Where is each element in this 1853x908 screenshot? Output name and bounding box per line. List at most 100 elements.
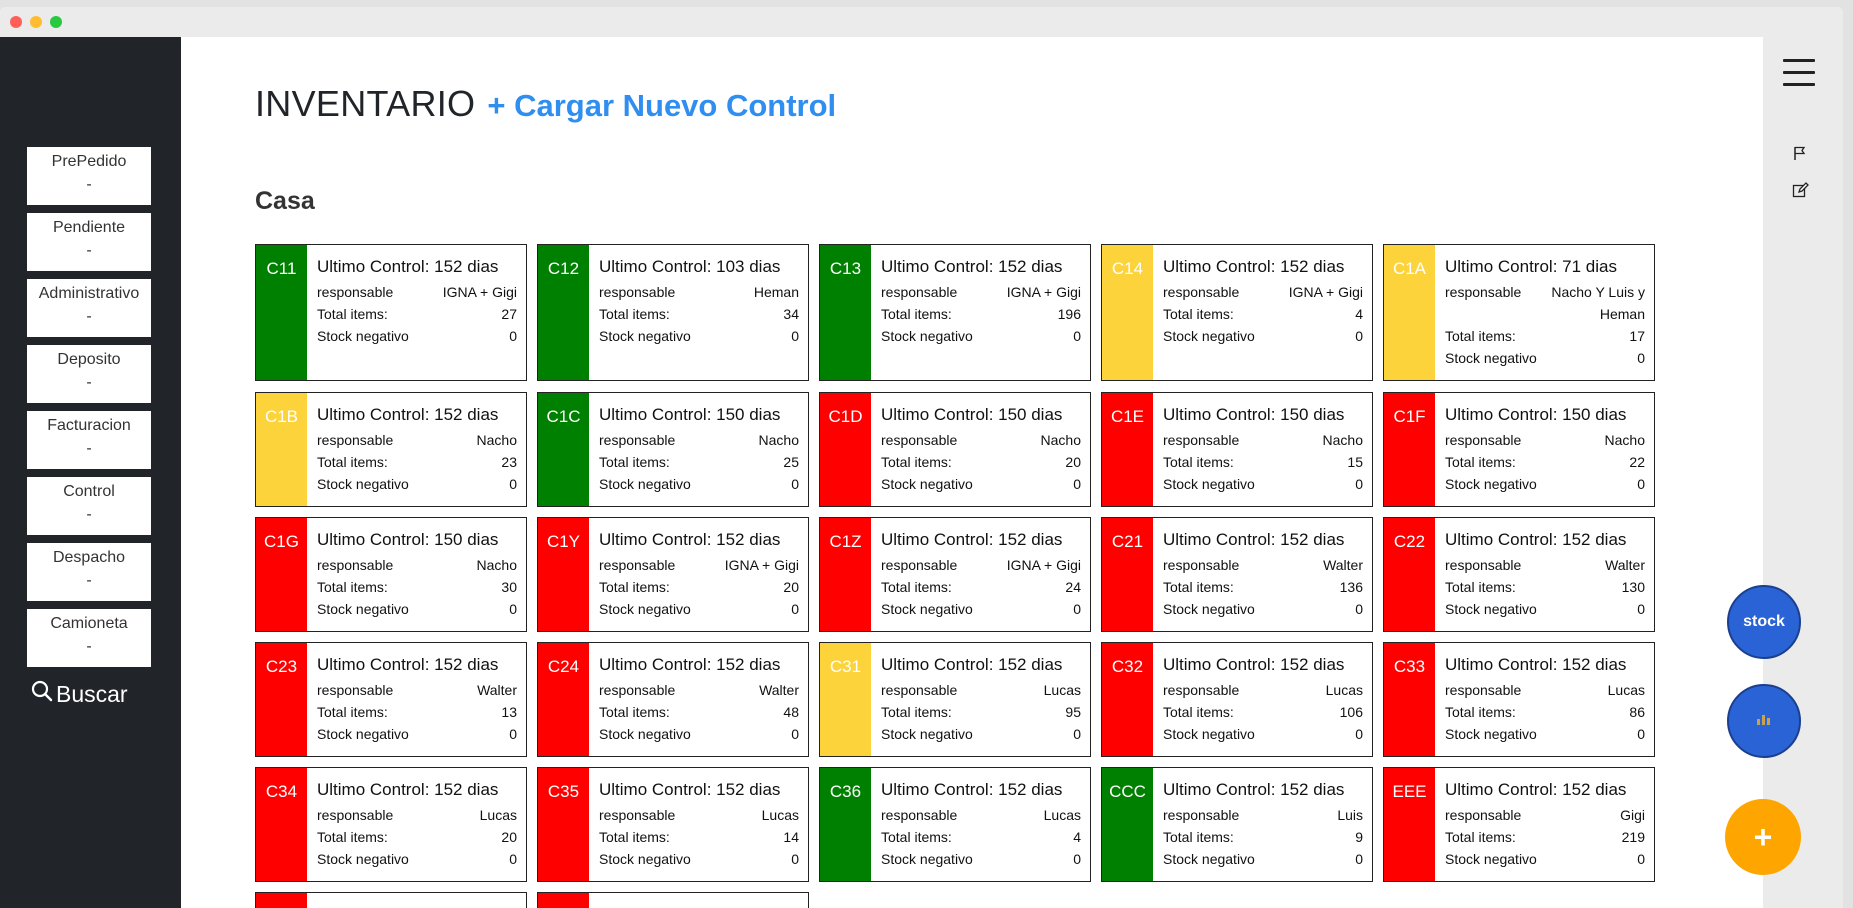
inventory-card[interactable]: C1D Ultimo Control: 150 dias responsable Na… [819,392,1091,507]
sidebar-item-label: Pendiente [52,219,126,236]
inventory-card[interactable]: C33 Ultimo Control: 152 dias responsable Lu… [1383,642,1655,757]
responsable-label: responsable [599,807,676,823]
card-total-row: Total items: 27 [317,303,517,325]
sidebar-item-camioneta[interactable]: Camioneta - [27,609,151,667]
stock-negativo-value: 0 [509,601,517,617]
inventory-card[interactable]: C24 Ultimo Control: 152 dias responsable Wa… [537,642,809,757]
sidebar-item-pendiente[interactable]: Pendiente - [27,213,151,271]
inventory-card[interactable]: GGG Ultimo Control: 152 dias [255,892,527,908]
inventory-card[interactable]: C1B Ultimo Control: 152 dias responsable Na… [255,392,527,507]
stock-button[interactable]: stock [1727,585,1801,659]
maximize-window-button[interactable] [50,16,62,28]
inventory-card[interactable]: C1C Ultimo Control: 150 dias responsable Na… [537,392,809,507]
total-items-value: 130 [1621,579,1645,595]
card-total-row: Total items: 9 [1163,826,1363,848]
card-info: Ultimo Control: 152 dias responsable IGNA … [871,245,1090,380]
card-total-row: Total items: 20 [317,826,517,848]
card-responsable-row: responsable IGNA + Gigi [1163,281,1363,303]
sidebar-item-administrativo[interactable]: Administrativo - [27,279,151,337]
responsable-label: responsable [1163,682,1240,698]
responsable-value: Lucas [1043,682,1081,698]
card-last-control: Ultimo Control: 150 dias [881,405,1063,424]
add-button[interactable]: + [1725,799,1801,875]
inventory-card[interactable]: EEE Ultimo Control: 152 dias responsable Gi… [1383,767,1655,882]
sidebar-item-prepedido[interactable]: PrePedido - [27,147,151,205]
chart-button[interactable] [1727,684,1801,758]
flag-icon[interactable] [1792,145,1808,166]
card-last-control: Ultimo Control: 103 dias [599,257,781,276]
responsable-value: IGNA + Gigi [1006,557,1081,573]
card-info: Ultimo Control: 71 dias responsable Nacho … [1435,245,1654,380]
hamburger-icon[interactable] [1783,59,1815,95]
card-info: Ultimo Control: 152 dias responsable IGNA … [307,245,526,380]
inventory-card[interactable]: C1E Ultimo Control: 150 dias responsable Na… [1101,392,1373,507]
card-negative-row: Stock negativo 0 [1163,848,1363,870]
card-responsable-row: responsable IGNA + Gigi [317,281,517,303]
total-items-value: 13 [501,704,517,720]
responsable-label: responsable [1163,807,1240,823]
total-items-value: 23 [501,454,517,470]
responsable-value: Lucas [1325,682,1363,698]
inventory-card[interactable]: C14 Ultimo Control: 152 dias responsable IG… [1101,244,1373,381]
stock-negativo-label: Stock negativo [1445,851,1537,867]
stock-negativo-value: 0 [1637,726,1645,742]
inventory-card[interactable]: C1Z Ultimo Control: 152 dias responsable IG… [819,517,1091,632]
inventory-card[interactable]: C32 Ultimo Control: 152 dias responsable Lu… [1101,642,1373,757]
inventory-card[interactable]: C23 Ultimo Control: 152 dias responsable Wa… [255,642,527,757]
inventory-card[interactable]: C31 Ultimo Control: 152 dias responsable Lu… [819,642,1091,757]
inventory-card[interactable]: C21 Ultimo Control: 152 dias responsable Wa… [1101,517,1373,632]
edit-icon[interactable] [1792,182,1809,204]
card-code-badge: C23 [256,643,307,756]
card-responsable-row: responsable Nacho [599,429,799,451]
card-total-row: Total items: 14 [599,826,799,848]
card-code-badge: C34 [256,768,307,881]
minimize-window-button[interactable] [30,16,42,28]
page-title: INVENTARIO [255,83,476,124]
inventory-card[interactable]: C34 Ultimo Control: 152 dias responsable Lu… [255,767,527,882]
card-total-row: Total items: 196 [881,303,1081,325]
total-items-value: 27 [501,306,517,322]
sidebar-item-despacho[interactable]: Despacho - [27,543,151,601]
card-responsable-row: responsable Lucas [599,804,799,826]
stock-negativo-value: 0 [1355,601,1363,617]
stock-negativo-value: 0 [509,726,517,742]
stock-negativo-value: 0 [509,328,517,344]
new-control-link[interactable]: + Cargar Nuevo Control [487,88,837,123]
inventory-card[interactable]: C1A Ultimo Control: 71 dias responsable Nac… [1383,244,1655,381]
stock-negativo-value: 0 [791,851,799,867]
inventory-card[interactable]: C35 Ultimo Control: 152 dias responsable Lu… [537,767,809,882]
inventory-card[interactable]: C36 Ultimo Control: 152 dias responsable Lu… [819,767,1091,882]
sidebar-item-facturacion[interactable]: Facturacion - [27,411,151,469]
inventory-card[interactable]: C13 Ultimo Control: 152 dias responsable IG… [819,244,1091,381]
card-last-control: Ultimo Control: 152 dias [599,780,781,799]
inventory-card[interactable]: C11 Ultimo Control: 152 dias responsable IG… [255,244,527,381]
card-info: Ultimo Control: 150 dias responsable Nacho… [871,393,1090,506]
responsable-value: Nacho [476,432,517,448]
close-window-button[interactable] [10,16,22,28]
total-items-value: 20 [1065,454,1081,470]
card-info: Ultimo Control: 150 dias responsable Nacho… [589,393,808,506]
sidebar-item-value: - [86,242,92,259]
card-info: Ultimo Control: 152 dias responsable Gigi T… [1435,768,1654,881]
sidebar-item-label: Despacho [52,549,126,566]
inventory-card[interactable]: C1G Ultimo Control: 150 dias responsable Na… [255,517,527,632]
card-total-row: Total items: 4 [1163,303,1363,325]
sidebar-item-control[interactable]: Control - [27,477,151,535]
inventory-card[interactable]: C1F Ultimo Control: 150 dias responsable Na… [1383,392,1655,507]
responsable-value: Nacho [476,557,517,573]
total-items-label: Total items: [599,306,670,322]
inventory-card[interactable]: C22 Ultimo Control: 152 dias responsable Wa… [1383,517,1655,632]
inventory-card[interactable]: C1Y Ultimo Control: 152 dias responsable IG… [537,517,809,632]
stock-negativo-label: Stock negativo [317,726,409,742]
inventory-card[interactable]: CCC Ultimo Control: 152 dias responsable Lu… [1101,767,1373,882]
total-items-label: Total items: [881,704,952,720]
search-button[interactable]: Buscar [30,679,128,709]
card-negative-row: Stock negativo 0 [881,473,1081,495]
card-last-control: Ultimo Control: 152 dias [599,530,781,549]
sidebar-item-deposito[interactable]: Deposito - [27,345,151,403]
total-items-label: Total items: [317,579,388,595]
card-last-control: Ultimo Control: 152 dias [881,655,1063,674]
inventory-card[interactable]: I0 Ultimo Control: 140 dias [537,892,809,908]
card-info: Ultimo Control: 150 dias responsable Nacho… [307,518,526,631]
inventory-card[interactable]: C12 Ultimo Control: 103 dias responsable He… [537,244,809,381]
